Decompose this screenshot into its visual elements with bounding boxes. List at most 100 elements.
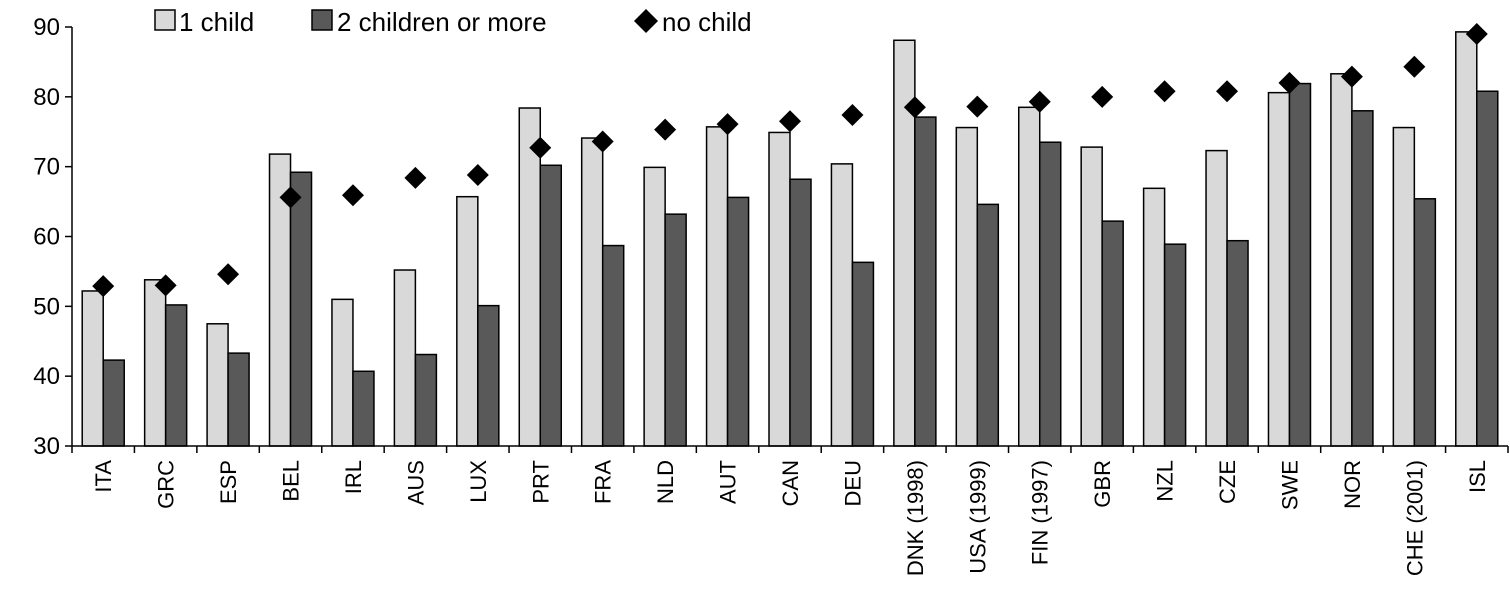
marker-no-child bbox=[1028, 90, 1051, 113]
marker-no-child bbox=[1216, 80, 1239, 103]
bar-2-children-or-more bbox=[1351, 110, 1374, 447]
marker-no-child bbox=[1153, 80, 1176, 103]
bar-2-children-or-more bbox=[601, 244, 625, 447]
bar-1-child bbox=[1017, 106, 1041, 447]
bar-2-children-or-more bbox=[726, 196, 750, 447]
bar-1-child bbox=[456, 195, 479, 447]
x-category-label: CHE (2001) bbox=[1402, 460, 1427, 576]
x-category-label: ESP bbox=[216, 460, 241, 504]
bar-2-children-or-more bbox=[1288, 82, 1312, 447]
marker-no-child bbox=[591, 130, 614, 153]
y-tick-label: 40 bbox=[33, 363, 60, 390]
bar-1-child bbox=[1267, 91, 1291, 447]
bar-2-children-or-more bbox=[789, 178, 812, 447]
marker-no-child bbox=[404, 166, 427, 189]
marker-no-child bbox=[529, 136, 552, 159]
bar-2-children-or-more bbox=[976, 203, 1000, 447]
bar-2-children-or-more bbox=[1413, 198, 1437, 447]
bar-2-children-or-more bbox=[227, 352, 250, 447]
legend: 1 child 2 children or more no child bbox=[154, 7, 752, 37]
x-category-label: DEU bbox=[840, 460, 865, 506]
bar-2-children-or-more bbox=[914, 116, 937, 447]
x-category-label: NZL bbox=[1153, 460, 1178, 502]
marker-no-child bbox=[92, 275, 115, 298]
x-category-label: USA (1999) bbox=[965, 460, 990, 574]
x-category-label: BEL bbox=[279, 460, 304, 502]
bar-2-children-or-more bbox=[164, 304, 188, 447]
marker-no-child bbox=[1340, 65, 1363, 88]
bar-1-child bbox=[1142, 187, 1166, 447]
y-tick-label: 90 bbox=[33, 14, 60, 41]
marker-no-child bbox=[154, 274, 177, 297]
marker-no-child bbox=[217, 263, 240, 286]
bar-1-child bbox=[143, 279, 167, 447]
bar-1-child bbox=[331, 298, 354, 447]
bar-2-children-or-more bbox=[539, 164, 563, 447]
x-category-label: ISL bbox=[1465, 460, 1490, 493]
x-category-label: LUX bbox=[466, 460, 491, 503]
legend-label-2-children: 2 children or more bbox=[337, 7, 547, 37]
y-tick-label: 60 bbox=[33, 224, 60, 251]
bar-2-children-or-more bbox=[1038, 141, 1062, 447]
x-category-label: ITA bbox=[91, 460, 116, 493]
bar-2-children-or-more bbox=[352, 370, 375, 447]
bar-1-child bbox=[206, 323, 229, 447]
plot-area: 30 40 50 60 70 80 90 ITA GRC ESP BEL IRL AUS LUX PRT FR… bbox=[33, 14, 1509, 576]
bar-2-children-or-more bbox=[414, 353, 438, 447]
marker-no-child bbox=[1465, 22, 1488, 45]
y-tick-label: 70 bbox=[33, 154, 60, 181]
x-category-label: IRL bbox=[341, 460, 366, 494]
marker-no-child bbox=[1278, 71, 1301, 94]
x-category-label: FRA bbox=[591, 460, 616, 504]
bar-1-child bbox=[1455, 31, 1478, 447]
y-tick-label: 50 bbox=[33, 293, 60, 320]
bar-1-child bbox=[81, 290, 104, 447]
x-category-label: NOR bbox=[1340, 460, 1365, 509]
legend-label-no-child: no child bbox=[662, 7, 752, 37]
marker-no-child bbox=[716, 113, 739, 136]
bar-1-child bbox=[393, 269, 417, 447]
marker-no-child bbox=[1091, 85, 1114, 108]
bar-1-child bbox=[1392, 126, 1416, 447]
marker-no-child bbox=[1403, 55, 1426, 78]
legend-swatch-2-children bbox=[311, 9, 333, 31]
y-tick-label: 80 bbox=[33, 84, 60, 111]
marker-no-child bbox=[903, 96, 926, 119]
x-category-label: GRC bbox=[154, 460, 179, 509]
marker-no-child bbox=[466, 164, 489, 187]
marker-no-child bbox=[279, 186, 302, 209]
bar-1-child bbox=[518, 107, 542, 447]
x-category-label: FIN (1997) bbox=[1028, 460, 1053, 565]
bar-2-children-or-more bbox=[1226, 239, 1249, 447]
bar-2-children-or-more bbox=[477, 304, 500, 447]
x-category-label: NLD bbox=[653, 460, 678, 504]
bar-2-children-or-more bbox=[1163, 243, 1187, 447]
bar-1-child bbox=[1330, 73, 1353, 447]
bar-1-child bbox=[955, 126, 979, 447]
x-category-label: GBR bbox=[1090, 460, 1115, 508]
bar-2-children-or-more bbox=[102, 359, 125, 447]
bar-1-child bbox=[768, 131, 791, 447]
marker-no-child bbox=[841, 103, 864, 126]
x-category-label: CAN bbox=[778, 460, 803, 506]
bar-1-child bbox=[830, 163, 854, 447]
marker-no-child bbox=[779, 110, 801, 133]
x-category-label: SWE bbox=[1277, 460, 1302, 510]
bar-2-children-or-more bbox=[851, 261, 875, 447]
bar-1-child bbox=[705, 126, 729, 447]
x-category-label: CZE bbox=[1215, 460, 1240, 504]
bar-2-children-or-more bbox=[1476, 90, 1499, 447]
marker-no-child bbox=[341, 184, 364, 207]
y-tick-label: 30 bbox=[33, 433, 60, 460]
x-category-label: PRT bbox=[528, 460, 553, 504]
bar-2-children-or-more bbox=[1101, 220, 1124, 447]
bar-1-child bbox=[580, 137, 604, 447]
bar-1-child bbox=[1080, 146, 1103, 447]
x-category-label: DNK (1998) bbox=[903, 460, 928, 576]
marker-no-child bbox=[966, 95, 989, 118]
bar-1-child bbox=[643, 166, 666, 447]
x-category-label: AUS bbox=[403, 460, 428, 505]
x-category-label: AUT bbox=[716, 460, 741, 504]
legend-label-1-child: 1 child bbox=[179, 7, 254, 37]
